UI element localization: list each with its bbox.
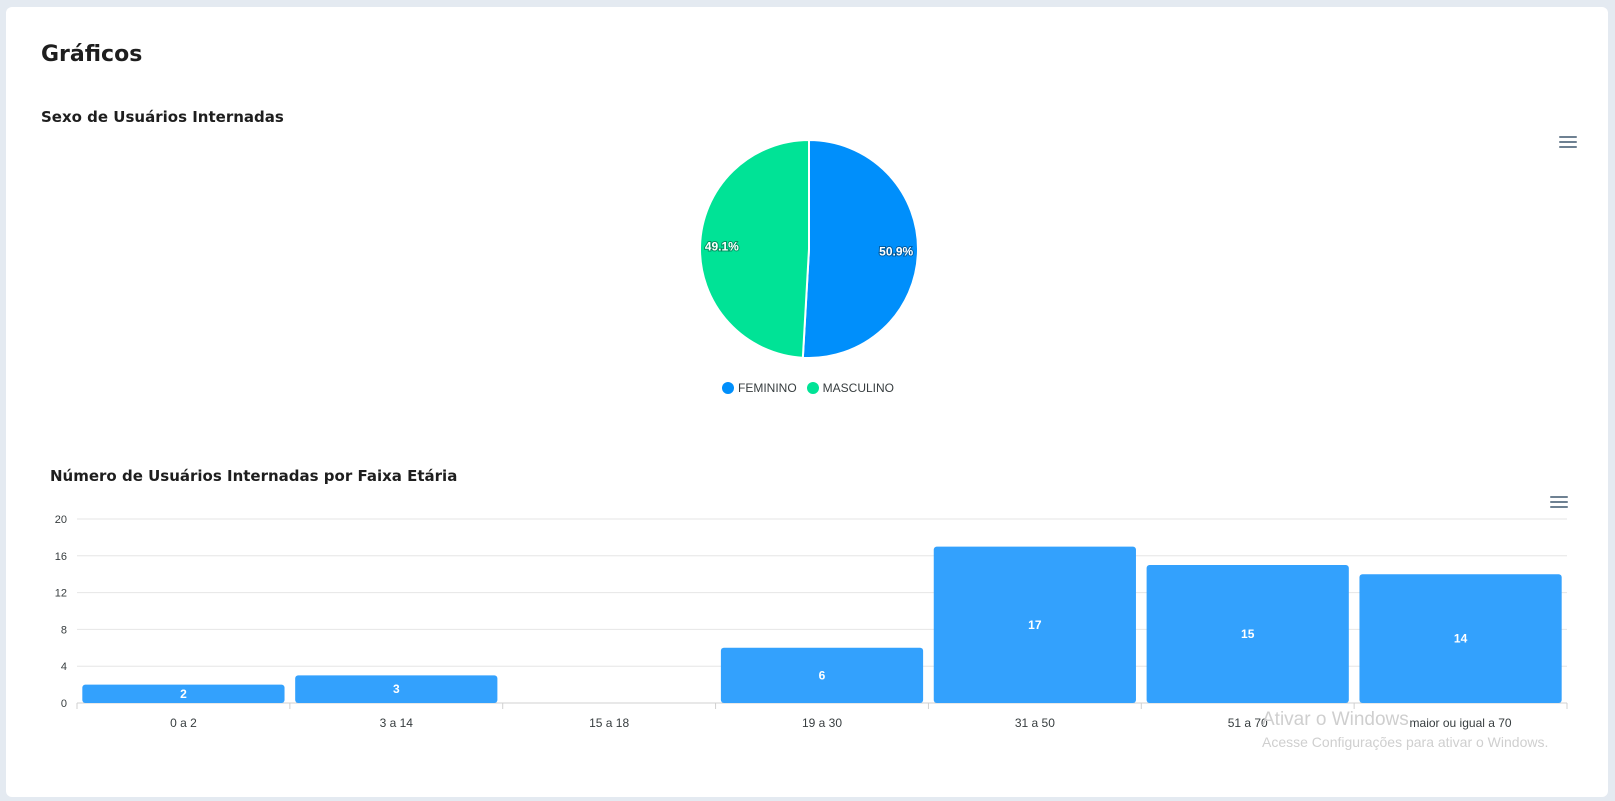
bar-data-label: 17 bbox=[1028, 618, 1042, 632]
x-tick-label: maior ou igual a 70 bbox=[1410, 716, 1512, 730]
y-tick-label: 16 bbox=[55, 551, 67, 563]
windows-activation-watermark-text: Acesse Configurações para ativar o Windo… bbox=[1262, 734, 1549, 750]
pie-legend: FEMININO MASCULINO bbox=[722, 381, 894, 395]
pie-chart-title: Sexo de Usuários Internadas bbox=[41, 108, 284, 126]
y-tick-label: 8 bbox=[61, 624, 67, 636]
x-tick-label: 31 a 50 bbox=[1015, 716, 1055, 730]
legend-label-feminino: FEMININO bbox=[738, 381, 797, 395]
bar-data-label: 6 bbox=[819, 668, 826, 682]
bar-7[interactable] bbox=[1359, 574, 1562, 703]
bar-data-label: 3 bbox=[393, 682, 400, 696]
bar-data-label: 15 bbox=[1241, 627, 1255, 641]
legend-item-feminino[interactable]: FEMININO bbox=[722, 381, 797, 395]
page-title: Gráficos bbox=[41, 42, 143, 67]
pie-data-label-masculino: 49.1% bbox=[705, 240, 739, 254]
x-tick-label: 19 a 30 bbox=[802, 716, 842, 730]
legend-marker-masculino bbox=[806, 382, 819, 394]
y-tick-label: 4 bbox=[61, 661, 67, 673]
y-tick-label: 0 bbox=[61, 698, 67, 710]
pie-slice-feminino[interactable] bbox=[801, 138, 919, 359]
y-tick-label: 12 bbox=[55, 588, 67, 600]
bar-6[interactable] bbox=[1146, 565, 1349, 703]
bar-4[interactable] bbox=[720, 647, 924, 703]
bar-chart-menu-icon[interactable] bbox=[1550, 496, 1568, 510]
legend-item-masculino[interactable]: MASCULINO bbox=[806, 381, 895, 395]
bar-5[interactable] bbox=[933, 546, 1136, 703]
bar-data-label: 14 bbox=[1454, 632, 1468, 646]
legend-marker-feminino bbox=[722, 382, 734, 394]
bar-data-label: 2 bbox=[180, 687, 187, 701]
x-tick-label: 15 a 18 bbox=[589, 716, 629, 730]
pie-data-label-feminino: 50.9% bbox=[879, 244, 913, 258]
legend-label-masculino: MASCULINO bbox=[822, 381, 895, 395]
bar-1[interactable] bbox=[82, 684, 285, 703]
x-tick-label: 51 a 70 bbox=[1228, 716, 1268, 730]
windows-activation-watermark-title: Ativar o Windows bbox=[1262, 709, 1409, 730]
y-tick-label: 20 bbox=[55, 514, 67, 526]
bar-2[interactable] bbox=[295, 675, 498, 703]
x-tick-label: 3 a 14 bbox=[380, 716, 414, 730]
x-tick-label: 0 a 2 bbox=[170, 716, 197, 730]
pie-chart-menu-icon[interactable] bbox=[1559, 136, 1577, 150]
bar-chart-title: Número de Usuários Internadas por Faixa … bbox=[50, 467, 458, 485]
pie-slice-masculino[interactable] bbox=[699, 138, 810, 359]
